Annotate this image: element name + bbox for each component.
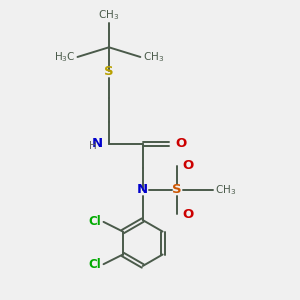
Text: O: O: [183, 159, 194, 172]
Text: CH$_3$: CH$_3$: [215, 183, 236, 197]
Text: N: N: [137, 183, 148, 196]
Text: Cl: Cl: [88, 258, 101, 271]
Text: O: O: [183, 208, 194, 220]
Text: S: S: [172, 183, 182, 196]
Text: H: H: [89, 141, 97, 152]
Text: O: O: [176, 137, 187, 151]
Text: CH$_3$: CH$_3$: [143, 50, 164, 64]
Text: H$_3$C: H$_3$C: [53, 50, 75, 64]
Text: S: S: [104, 65, 114, 78]
Text: CH$_3$: CH$_3$: [98, 8, 119, 22]
Text: N: N: [92, 137, 103, 151]
Text: Cl: Cl: [88, 215, 101, 228]
